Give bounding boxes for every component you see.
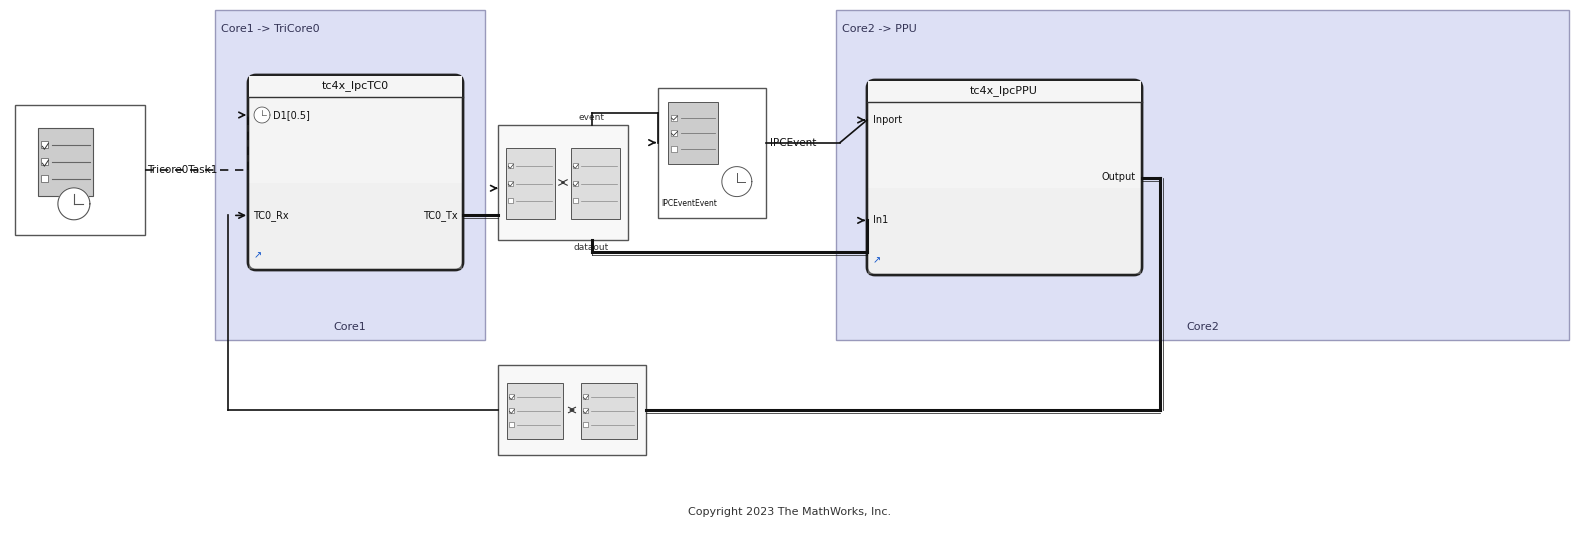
- Polygon shape: [254, 107, 270, 123]
- Bar: [583, 394, 587, 399]
- Bar: [570, 148, 621, 219]
- Text: In1: In1: [873, 215, 889, 225]
- Bar: [41, 175, 49, 182]
- Text: TC0_Rx: TC0_Rx: [253, 210, 289, 221]
- Bar: [868, 81, 1142, 102]
- Bar: [573, 181, 578, 186]
- Text: Core1: Core1: [333, 322, 366, 332]
- Text: Core2 -> PPU: Core2 -> PPU: [842, 24, 917, 34]
- Polygon shape: [58, 188, 90, 220]
- Bar: [671, 145, 677, 152]
- Bar: [41, 141, 49, 148]
- Bar: [497, 365, 646, 455]
- Bar: [835, 10, 1570, 340]
- Bar: [573, 198, 578, 203]
- Bar: [497, 125, 628, 240]
- Bar: [508, 394, 513, 399]
- Bar: [508, 181, 513, 186]
- Text: ↗: ↗: [873, 255, 881, 265]
- Text: Tricore0Task1: Tricore0Task1: [147, 165, 218, 175]
- Bar: [583, 408, 587, 413]
- Bar: [508, 198, 513, 203]
- Bar: [507, 383, 564, 439]
- Text: IPCEventEvent: IPCEventEvent: [662, 199, 717, 208]
- Bar: [249, 76, 463, 97]
- Text: Core2: Core2: [1186, 322, 1219, 332]
- Bar: [668, 102, 718, 164]
- Text: tc4x_IpcPPU: tc4x_IpcPPU: [970, 85, 1037, 96]
- Bar: [671, 130, 677, 136]
- Polygon shape: [722, 166, 752, 197]
- Bar: [583, 422, 587, 427]
- Text: Copyright 2023 The MathWorks, Inc.: Copyright 2023 The MathWorks, Inc.: [688, 507, 891, 517]
- Text: Core1 -> TriCore0: Core1 -> TriCore0: [221, 24, 319, 34]
- Bar: [671, 115, 677, 121]
- FancyBboxPatch shape: [867, 80, 1142, 275]
- FancyBboxPatch shape: [248, 75, 463, 270]
- Bar: [14, 105, 145, 235]
- Text: dataout: dataout: [575, 243, 609, 252]
- Text: Inport: Inport: [873, 115, 902, 125]
- Bar: [505, 148, 556, 219]
- Text: tc4x_IpcTC0: tc4x_IpcTC0: [322, 80, 388, 91]
- Bar: [581, 383, 636, 439]
- Text: IPCEvent: IPCEvent: [771, 138, 816, 148]
- Bar: [508, 163, 513, 168]
- Text: D1[0.5]: D1[0.5]: [273, 110, 309, 120]
- Bar: [215, 10, 485, 340]
- Bar: [508, 422, 513, 427]
- Bar: [38, 128, 93, 196]
- Text: ↗: ↗: [254, 250, 262, 260]
- Text: Output: Output: [1102, 172, 1135, 182]
- Bar: [508, 408, 513, 413]
- Bar: [658, 88, 766, 218]
- Bar: [41, 158, 49, 165]
- Bar: [573, 163, 578, 168]
- Text: event: event: [578, 113, 605, 122]
- Text: TC0_Tx: TC0_Tx: [423, 210, 458, 221]
